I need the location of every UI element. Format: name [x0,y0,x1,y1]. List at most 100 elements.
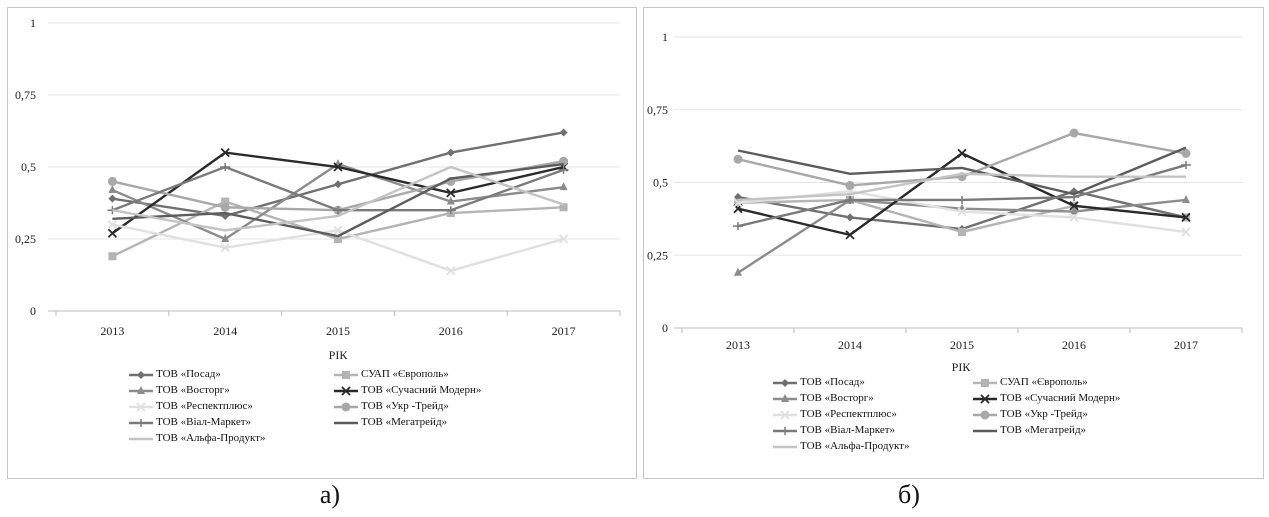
y-tick-label: 0 [30,304,36,318]
data-point [1069,212,1079,223]
data-point [1070,206,1078,215]
legend-item: СУАП «Європоль» [333,366,449,383]
legend-item: СУАП «Європоль» [972,374,1088,391]
data-point [220,243,230,253]
legend-item: ТОВ «Посад» [128,366,221,383]
data-point [334,180,342,189]
data-point [1069,128,1079,138]
y-tick-label: 0,75 [15,88,36,102]
data-point [221,234,230,242]
x-tick-label: 2013 [100,324,124,338]
legend-swatch [129,385,153,394]
legend-item: ТОВ «Укр -Трейд» [972,406,1088,423]
legend-item: ТОВ «Мегатрейд» [972,422,1086,439]
x-tick-label: 2016 [1062,338,1086,352]
legend-label: ТОВ «Восторг» [156,384,230,396]
legend-label: ТОВ «Респектплюс» [800,408,897,420]
legend-item: ТОВ «Респектплюс» [772,406,897,423]
data-point [957,148,967,159]
series-line [112,162,564,238]
x-tick-label: 2014 [213,324,237,338]
data-point [733,154,743,164]
legend-swatch [773,393,797,402]
data-point [333,162,343,172]
data-point [108,185,117,194]
data-point [333,206,343,215]
legend-swatch [129,370,153,379]
data-point [559,128,568,137]
legend-item: ТОВ «Альфа-Продукт» [128,430,265,447]
legend-label: ТОВ «Мегатрейд» [361,416,448,428]
data-point [334,235,342,243]
data-point [957,195,967,204]
legend-swatch [973,410,997,419]
caption-a: а) [319,480,341,509]
legend-swatch [334,402,358,411]
y-tick-label: 0,75 [647,103,668,117]
legend-label: ТОВ «Мегатрейд» [1000,424,1087,436]
legend-marker [981,378,989,387]
data-point [333,225,343,235]
legend-marker [780,409,790,420]
y-tick-label: 0 [662,321,668,335]
legend-swatch [773,378,797,387]
data-point [446,188,456,198]
series-5 [733,128,1191,190]
y-tick-label: 0,5 [653,176,668,190]
series-7 [112,162,564,238]
data-point [559,203,568,212]
data-point [734,267,742,276]
legend-marker [137,385,145,394]
legend-swatch [773,426,797,435]
legend-marker [980,393,990,404]
x-tick-label: 2015 [326,324,350,338]
legend-swatch [773,445,797,448]
series-7 [737,146,1187,196]
legend-label: СУАП «Європоль» [1000,376,1088,388]
legend-swatch [129,437,153,440]
data-point [446,148,455,157]
legend-marker [980,410,990,419]
data-point [845,230,855,240]
legend-marker [342,370,350,379]
legend-swatch [129,401,153,412]
data-point [221,197,230,206]
legend-swatch [334,385,358,396]
x-axis-title: РІК [952,360,972,374]
legend-label: СУАП «Європоль» [361,368,449,380]
caption-b: б) [898,480,920,509]
legend-item: ТОВ «Мегатрейд» [333,414,447,431]
data-point [107,176,117,186]
legend-label: ТОВ «Восторг» [800,392,874,404]
legend-label: ТОВ «Посад» [156,368,221,380]
legend-label: ТОВ «Віал-Маркет» [156,416,252,428]
legend-item: ТОВ «Сучасний Модерн» [333,382,481,399]
y-tick-label: 0,25 [15,232,36,246]
legend-item: ТОВ «Укр -Трейд» [333,398,449,415]
data-point [445,206,456,215]
data-point [957,206,967,217]
x-tick-label: 2013 [726,338,750,352]
legend-label: ТОВ «Укр -Трейд» [361,400,449,412]
x-tick-label: 2017 [1174,338,1198,352]
series-6 [733,161,1191,231]
data-point [558,165,569,174]
y-tick-label: 0,25 [647,248,668,262]
legend-item: ТОВ «Віал-Маркет» [772,422,895,439]
data-point [1181,227,1191,237]
data-point [845,195,855,204]
legend-label: ТОВ «Посад» [800,376,865,388]
legend-item: ТОВ «Віал-Маркет» [128,414,251,431]
data-point [108,194,117,203]
series-line [737,146,1187,196]
legend-swatch [129,418,153,427]
series-4 [107,219,569,276]
data-point [733,222,743,231]
data-point [958,227,966,236]
legend-label: ТОВ «Респектплюс» [156,400,253,412]
legend-item: ТОВ «Альфа-Продукт» [772,438,909,455]
x-axis-title: РІК [329,348,349,362]
legend-item: ТОВ «Посад» [772,374,865,391]
line-chart-b: 0 0,25 0,5 0,75 1 2013 2014 2015 2016 2017 РІК [647,30,1243,374]
data-point [559,182,568,191]
